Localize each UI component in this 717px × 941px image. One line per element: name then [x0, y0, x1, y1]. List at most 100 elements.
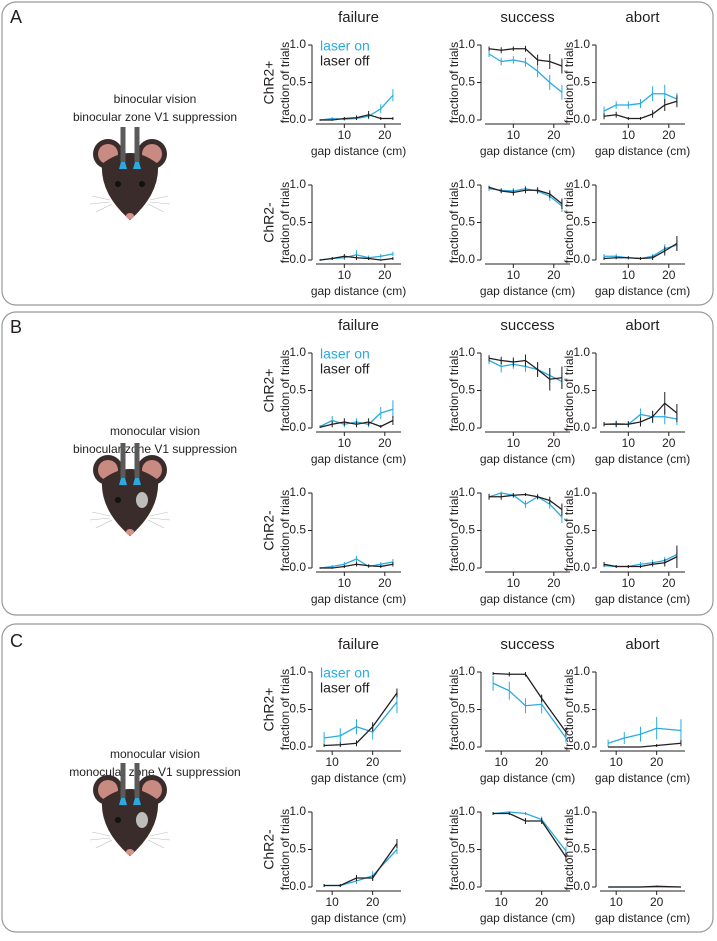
mouse-nose: [126, 213, 134, 219]
x-tick-label: 10: [326, 755, 340, 769]
laser-cone: [133, 798, 141, 805]
y-axis-label: fraction of trials: [447, 42, 461, 123]
y-tick-label: 0.0: [458, 420, 475, 434]
data-line: [493, 812, 567, 858]
y-tick-label: 0.0: [458, 560, 475, 574]
y-axis-label: fraction of trials: [278, 42, 292, 123]
y-tick-label: 1.0: [289, 804, 306, 818]
panel-frame: [1, 311, 714, 616]
y-tick-label: 0.5: [458, 215, 475, 229]
y-tick-label: 1.0: [289, 485, 306, 499]
y-axis-label: fraction of trials: [447, 490, 461, 571]
whisker: [95, 203, 113, 213]
y-axis-label: fraction of trials: [278, 182, 292, 263]
x-tick-label: 20: [378, 128, 392, 142]
column-title: failure: [338, 636, 379, 653]
whisker: [95, 839, 113, 849]
x-tick-label: 20: [366, 755, 380, 769]
whisker: [91, 195, 111, 201]
data-line: [608, 885, 681, 888]
y-tick-label: 1.0: [573, 804, 590, 818]
x-axis-label: gap distance (cm): [480, 452, 575, 466]
x-axis-label: gap distance (cm): [311, 911, 406, 925]
y-tick-label: 1.0: [289, 37, 306, 51]
mouse-nose: [126, 529, 134, 535]
legend-label: laser on: [320, 346, 370, 362]
optic-fiber: [134, 763, 140, 798]
panel-label: C: [10, 631, 23, 651]
x-axis-label: gap distance (cm): [311, 144, 406, 158]
y-tick-label: 1.0: [573, 345, 590, 359]
y-tick-label: 0.5: [289, 75, 306, 89]
x-tick-label: 10: [338, 436, 352, 450]
panel-description: monocular vision: [110, 747, 200, 761]
x-axis-label: gap distance (cm): [311, 452, 406, 466]
whisker: [149, 831, 169, 837]
x-tick-label: 10: [495, 895, 509, 909]
y-tick-label: 0.0: [458, 739, 475, 753]
y-tick-label: 0.5: [458, 702, 475, 716]
x-axis-label: gap distance (cm): [595, 284, 690, 298]
x-tick-label: 20: [662, 268, 676, 282]
x-tick-label: 10: [610, 895, 624, 909]
y-tick-label: 0.0: [289, 420, 306, 434]
y-tick-label: 0.5: [458, 383, 475, 397]
y-tick-label: 0.0: [573, 112, 590, 126]
y-axis-label: fraction of trials: [278, 669, 292, 750]
whisker: [91, 511, 111, 517]
y-tick-label: 1.0: [458, 804, 475, 818]
panel-description: binocular vision: [114, 92, 197, 106]
y-axis-label: fraction of trials: [562, 350, 576, 431]
y-axis-label: fraction of trials: [447, 809, 461, 890]
x-tick-label: 10: [338, 128, 352, 142]
whisker: [89, 837, 111, 841]
y-tick-label: 0.0: [289, 560, 306, 574]
optic-fiber: [120, 763, 126, 798]
panel-frame: [1, 1, 714, 306]
x-tick-label: 10: [622, 576, 636, 590]
legend-label: laser off: [320, 680, 370, 696]
optic-fiber: [134, 443, 140, 478]
y-axis-label: fraction of trials: [278, 490, 292, 571]
data-line: [324, 692, 398, 747]
x-tick-label: 10: [622, 268, 636, 282]
y-tick-label: 1.0: [289, 345, 306, 359]
data-line: [608, 742, 682, 748]
laser-cone: [119, 798, 127, 805]
mouse-head: [101, 153, 159, 220]
x-tick-label: 10: [507, 128, 521, 142]
y-tick-label: 1.0: [573, 177, 590, 191]
whisker: [89, 201, 111, 205]
whisker: [147, 839, 165, 849]
y-tick-label: 0.5: [573, 383, 590, 397]
x-axis-label: gap distance (cm): [311, 592, 406, 606]
laser-cone: [133, 162, 141, 169]
column-title: failure: [338, 9, 379, 26]
y-axis-label: fraction of trials: [562, 42, 576, 123]
y-tick-label: 0.0: [289, 739, 306, 753]
x-axis-label: gap distance (cm): [311, 284, 406, 298]
laser-cone: [119, 162, 127, 169]
x-tick-label: 10: [507, 436, 521, 450]
mouse-eye: [115, 497, 121, 503]
x-tick-label: 20: [547, 128, 561, 142]
x-axis-label: gap distance (cm): [595, 771, 690, 785]
column-title: success: [500, 9, 554, 26]
legend-label: laser off: [320, 361, 370, 377]
y-tick-label: 1.0: [573, 485, 590, 499]
y-tick-label: 0.0: [289, 879, 306, 893]
whisker: [147, 203, 165, 213]
legend-label: laser off: [320, 53, 370, 69]
x-axis-label: gap distance (cm): [595, 592, 690, 606]
y-tick-label: 0.5: [458, 75, 475, 89]
mouse-illustration: [89, 763, 171, 856]
row-label: ChR2+: [261, 369, 277, 413]
x-tick-label: 10: [622, 128, 636, 142]
mouse-head: [101, 469, 159, 536]
whisker: [95, 519, 113, 529]
column-title: abort: [625, 317, 660, 334]
x-tick-label: 10: [326, 895, 340, 909]
y-tick-label: 0.0: [573, 560, 590, 574]
panel-description: monocular vision: [110, 424, 200, 438]
